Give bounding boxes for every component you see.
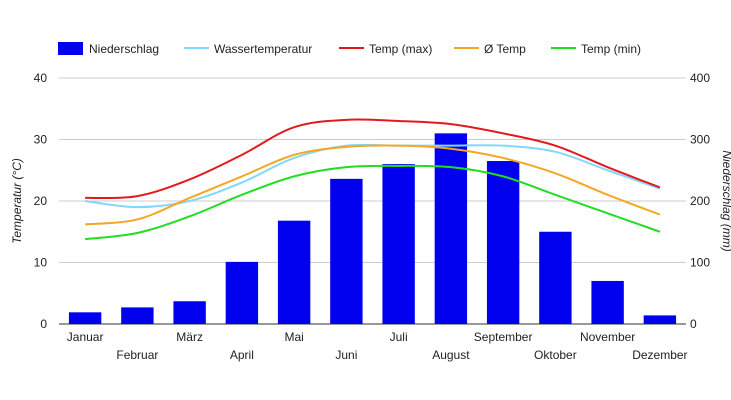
precipitation-bar bbox=[486, 161, 520, 324]
x-tick-label: September bbox=[474, 330, 533, 344]
left-tick-label: 10 bbox=[34, 256, 48, 270]
precipitation-bar bbox=[68, 312, 102, 324]
x-tick-label: Oktober bbox=[534, 348, 577, 362]
x-tick-label: Juli bbox=[390, 330, 408, 344]
legend: Niederschlag Wassertemperatur Temp (max) Ø … bbox=[58, 42, 641, 56]
precipitation-bars bbox=[68, 133, 677, 324]
x-tick-label: Februar bbox=[116, 348, 158, 362]
right-tick-label: 100 bbox=[690, 256, 710, 270]
x-tick-label: August bbox=[432, 348, 470, 362]
left-axis-title: Temperatur (°C) bbox=[10, 158, 24, 244]
series-line bbox=[85, 164, 661, 241]
right-tick-label: 200 bbox=[690, 194, 710, 208]
precipitation-bar bbox=[121, 307, 154, 324]
precipitation-bar bbox=[277, 220, 311, 324]
series-line bbox=[85, 143, 661, 209]
x-tick-label: Juni bbox=[335, 348, 357, 362]
left-tick-label: 40 bbox=[34, 71, 48, 85]
left-tick-label: 0 bbox=[40, 317, 47, 331]
temperature-lines bbox=[85, 118, 661, 241]
precipitation-bar bbox=[539, 231, 572, 324]
legend-label: Wassertemperatur bbox=[214, 42, 312, 56]
x-tick-label: Januar bbox=[67, 330, 104, 344]
legend-label: Temp (min) bbox=[581, 42, 641, 56]
right-tick-label: 300 bbox=[690, 133, 710, 147]
left-axis-ticks: 0 10 20 30 40 bbox=[34, 71, 48, 331]
precipitation-bar bbox=[225, 261, 259, 324]
precipitation-bar bbox=[434, 133, 468, 324]
precipitation-bar bbox=[382, 164, 415, 324]
x-tick-label: November bbox=[580, 330, 635, 344]
precipitation-bar bbox=[330, 178, 363, 324]
left-tick-label: 30 bbox=[34, 133, 48, 147]
x-tick-label: März bbox=[176, 330, 203, 344]
x-axis-ticks: Januar Februar März April Mai Juni Juli August S… bbox=[67, 330, 688, 362]
legend-label: Temp (max) bbox=[369, 42, 432, 56]
right-axis-ticks: 0 100 200 300 400 bbox=[690, 71, 710, 331]
x-tick-label: Dezember bbox=[632, 348, 687, 362]
legend-swatch bbox=[58, 42, 83, 55]
legend-label: Ø Temp bbox=[484, 42, 526, 56]
right-axis-title: Niederschlag (mm) bbox=[720, 150, 731, 251]
series-line bbox=[85, 144, 661, 226]
left-tick-label: 20 bbox=[34, 194, 48, 208]
precipitation-bar bbox=[643, 315, 677, 324]
gridlines bbox=[59, 77, 686, 325]
series-line bbox=[85, 118, 661, 200]
right-tick-label: 400 bbox=[690, 71, 710, 85]
x-tick-label: April bbox=[230, 348, 254, 362]
x-tick-label: Mai bbox=[284, 330, 303, 344]
precipitation-bar bbox=[173, 301, 206, 324]
legend-label: Niederschlag bbox=[89, 42, 159, 56]
precipitation-bar bbox=[591, 280, 624, 324]
right-tick-label: 0 bbox=[690, 317, 697, 331]
